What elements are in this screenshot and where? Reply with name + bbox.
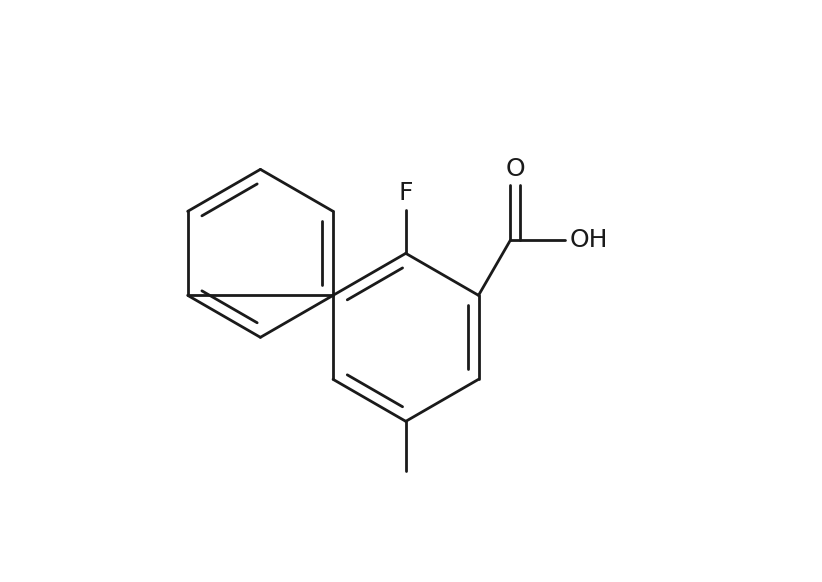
Text: F: F <box>399 181 413 205</box>
Text: O: O <box>506 157 524 180</box>
Text: OH: OH <box>570 228 608 252</box>
